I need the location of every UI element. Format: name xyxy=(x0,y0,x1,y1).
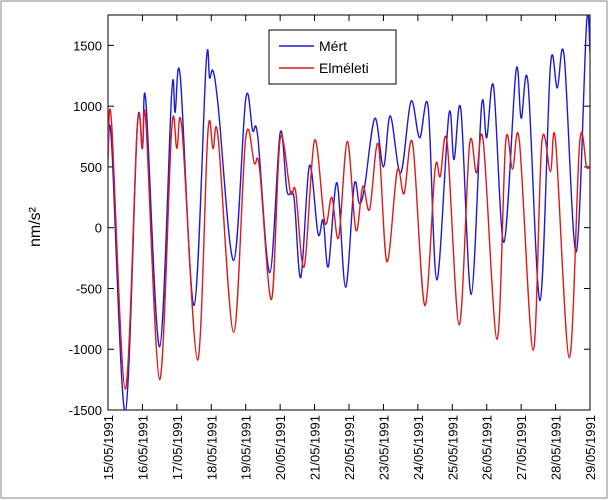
x-tick-label: 28/05/1991 xyxy=(549,415,564,480)
legend-label: Mért xyxy=(319,38,347,54)
x-tick-label: 19/05/1991 xyxy=(239,415,254,480)
x-tick-label: 20/05/1991 xyxy=(273,415,288,480)
legend-label: Elméleti xyxy=(319,60,369,76)
data-line xyxy=(108,108,590,391)
data-line xyxy=(108,15,590,410)
y-tick-label: -1000 xyxy=(69,342,102,357)
x-tick-label: 26/05/1991 xyxy=(480,415,495,480)
x-tick-label: 18/05/1991 xyxy=(204,415,219,480)
x-tick-label: 21/05/1991 xyxy=(308,415,323,480)
y-tick-label: 1500 xyxy=(73,38,102,53)
x-tick-label: 24/05/1991 xyxy=(411,415,426,480)
x-tick-label: 27/05/1991 xyxy=(514,415,529,480)
y-tick-label: -500 xyxy=(76,281,102,296)
x-tick-label: 22/05/1991 xyxy=(342,415,357,480)
x-tick-label: 15/05/1991 xyxy=(101,415,116,480)
x-tick-label: 16/05/1991 xyxy=(135,415,150,480)
y-tick-label: 1000 xyxy=(73,99,102,114)
x-tick-label: 23/05/1991 xyxy=(376,415,391,480)
x-tick-label: 25/05/1991 xyxy=(445,415,460,480)
legend-box xyxy=(268,29,397,85)
x-tick-label: 29/05/1991 xyxy=(583,415,598,480)
y-tick-label: 0 xyxy=(95,221,102,236)
y-tick-label: 500 xyxy=(80,160,102,175)
x-tick-label: 17/05/1991 xyxy=(170,415,185,480)
y-tick-label: -1500 xyxy=(69,403,102,418)
y-axis-title: nm/s² xyxy=(27,206,44,247)
